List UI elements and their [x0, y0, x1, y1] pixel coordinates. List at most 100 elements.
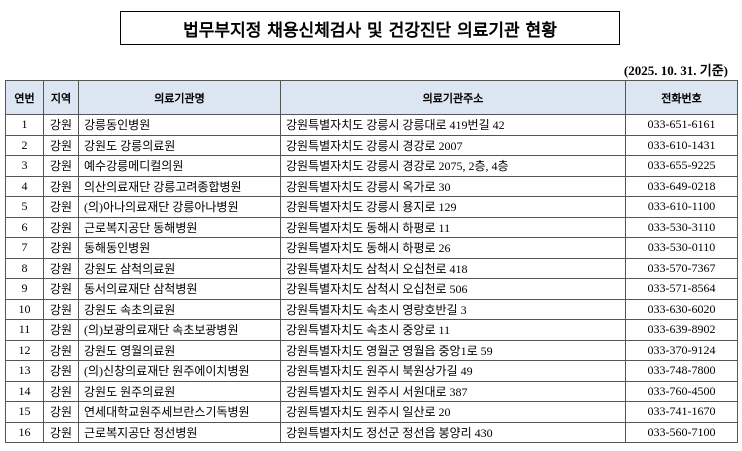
- table-row: 10 강원 강원도 속초의료원 강원특별자치도 속초시 영랑호반길 3 033-630-…: [5, 298, 738, 320]
- table-cell: 3: [5, 155, 44, 177]
- table-row: 3 강원 예수강릉메디컬의원 강원특별자치도 강릉시 경강로 2075, 2층, 4층…: [5, 155, 738, 177]
- table-cell: 8: [5, 257, 44, 279]
- table-cell: 강원특별자치도 강릉시 강릉대로 419번길 42: [280, 114, 626, 136]
- table-cell: 강원특별자치도 속초시 중앙로 11: [280, 319, 626, 341]
- table-cell: 033-639-8902: [625, 319, 738, 341]
- table-row: 9 강원 동서의료재단 삼척병원 강원특별자치도 삼척시 오십천로 506 033-57…: [5, 278, 738, 300]
- table-row: 8 강원 강원도 삼척의료원 강원특별자치도 삼척시 오십천로 418 033-570-…: [5, 257, 738, 279]
- table-cell: 동서의료재단 삼척병원: [78, 278, 281, 300]
- table-row: 16 강원 근로복지공단 정선병원 강원특별자치도 정선군 정선읍 봉양리 430 03…: [5, 421, 738, 443]
- column-header: 전화번호: [625, 80, 738, 115]
- table-cell: 강원: [43, 319, 79, 341]
- table-cell: 강원: [43, 155, 79, 177]
- table-cell: 033-370-9124: [625, 339, 738, 361]
- table-cell: 9: [5, 278, 44, 300]
- table-cell: 강원: [43, 401, 79, 423]
- table-cell: 13: [5, 360, 44, 382]
- column-header: 연번: [5, 80, 44, 115]
- table-cell: 강원: [43, 257, 79, 279]
- table-row: 6 강원 근로복지공단 동해병원 강원특별자치도 동해시 하평로 11 033-530-…: [5, 216, 738, 238]
- table-cell: 033-760-4500: [625, 380, 738, 402]
- table-cell: 12: [5, 339, 44, 361]
- table-cell: 033-651-6161: [625, 114, 738, 136]
- table-cell: 033-571-8564: [625, 278, 738, 300]
- table-row: 2 강원 강원도 강릉의료원 강원특별자치도 강릉시 경강로 2007 033-610-…: [5, 134, 738, 156]
- table-cell: 10: [5, 298, 44, 320]
- table-cell: 033-570-7367: [625, 257, 738, 279]
- table-row: 4 강원 의산의료재단 강릉고려종합병원 강원특별자치도 강릉시 옥가로 30 033-…: [5, 175, 738, 197]
- table-cell: 강원: [43, 237, 79, 259]
- table-cell: 강원: [43, 360, 79, 382]
- table-cell: 033-630-6020: [625, 298, 738, 320]
- table-cell: 동해동인병원: [78, 237, 281, 259]
- table-cell: 예수강릉메디컬의원: [78, 155, 281, 177]
- table-cell: 5: [5, 196, 44, 218]
- table-cell: 강원특별자치도 동해시 하평로 26: [280, 237, 626, 259]
- title: 법무부지정 채용신체검사 및 건강진단 의료기관 현황: [120, 11, 620, 45]
- table-cell: 강릉동인병원: [78, 114, 281, 136]
- table-cell: 강원도 삼척의료원: [78, 257, 281, 279]
- table-cell: 033-610-1431: [625, 134, 738, 156]
- table-cell: 033-748-7800: [625, 360, 738, 382]
- table-cell: 강원특별자치도 동해시 하평로 11: [280, 216, 626, 238]
- table-cell: 11: [5, 319, 44, 341]
- table-row: 7 강원 동해동인병원 강원특별자치도 동해시 하평로 26 033-530-0110: [5, 237, 738, 259]
- table-cell: 033-741-1670: [625, 401, 738, 423]
- table-cell: 033-649-0218: [625, 175, 738, 197]
- table-cell: 4: [5, 175, 44, 197]
- header-row: 연번 지역 의료기관명 의료기관주소 전화번호: [5, 80, 738, 115]
- table-cell: 033-530-3110: [625, 216, 738, 238]
- table-cell: 의산의료재단 강릉고려종합병원: [78, 175, 281, 197]
- table-cell: 강원도 원주의료원: [78, 380, 281, 402]
- table-row: 13 강원 (의)신창의료재단 원주에이치병원 강원특별자치도 원주시 북원상가길 4…: [5, 360, 738, 382]
- table-body: 1 강원 강릉동인병원 강원특별자치도 강릉시 강릉대로 419번길 42 033-65…: [5, 114, 738, 443]
- table-cell: 강원: [43, 339, 79, 361]
- table-cell: 강원특별자치도 정선군 정선읍 봉양리 430: [280, 421, 626, 443]
- table-cell: (의)보광의료재단 속초보광병원: [78, 319, 281, 341]
- basis-date: (2025. 10. 31. 기준): [623, 63, 728, 78]
- table-cell: 2: [5, 134, 44, 156]
- table-cell: 강원특별자치도 강릉시 용지로 129: [280, 196, 626, 218]
- table-cell: 033-560-7100: [625, 421, 738, 443]
- column-header: 지역: [43, 80, 79, 115]
- table-cell: 강원: [43, 278, 79, 300]
- table-cell: 강원도 강릉의료원: [78, 134, 281, 156]
- table-cell: 033-655-9225: [625, 155, 738, 177]
- table-row: 11 강원 (의)보광의료재단 속초보광병원 강원특별자치도 속초시 중앙로 11 03…: [5, 319, 738, 341]
- table-cell: 15: [5, 401, 44, 423]
- table-cell: 강원특별자치도 원주시 서원대로 387: [280, 380, 626, 402]
- table-row: 15 강원 연세대학교원주세브란스기독병원 강원특별자치도 원주시 일산로 20 033…: [5, 401, 738, 423]
- table-cell: 강원특별자치도 강릉시 옥가로 30: [280, 175, 626, 197]
- table-cell: 강원: [43, 196, 79, 218]
- table-cell: 강원특별자치도 원주시 북원상가길 49: [280, 360, 626, 382]
- table-row: 14 강원 강원도 원주의료원 강원특별자치도 원주시 서원대로 387 033-760…: [5, 380, 738, 402]
- table-row: 12 강원 강원도 영월의료원 강원특별자치도 영월군 영월읍 중앙1로 59 033-…: [5, 339, 738, 361]
- table-cell: (의)아나의료재단 강릉아나병원: [78, 196, 281, 218]
- table-cell: 강원도 속초의료원: [78, 298, 281, 320]
- table-row: 5 강원 (의)아나의료재단 강릉아나병원 강원특별자치도 강릉시 용지로 129 03…: [5, 196, 738, 218]
- table-cell: 16: [5, 421, 44, 443]
- table-cell: 강원: [43, 114, 79, 136]
- table-cell: 강원특별자치도 삼척시 오십천로 506: [280, 278, 626, 300]
- table-cell: 강원특별자치도 원주시 일산로 20: [280, 401, 626, 423]
- table: 연번 지역 의료기관명 의료기관주소 전화번호 1 강원 강릉동인병원 강원특별자치도 강릉시…: [5, 80, 738, 443]
- table-cell: 강원특별자치도 삼척시 오십천로 418: [280, 257, 626, 279]
- table-cell: 강원: [43, 134, 79, 156]
- table-cell: 강원특별자치도 속초시 영랑호반길 3: [280, 298, 626, 320]
- table-cell: 강원: [43, 380, 79, 402]
- column-header: 의료기관명: [78, 80, 281, 115]
- table-cell: 강원특별자치도 강릉시 경강로 2007: [280, 134, 626, 156]
- table-cell: 근로복지공단 동해병원: [78, 216, 281, 238]
- table-cell: (의)신창의료재단 원주에이치병원: [78, 360, 281, 382]
- table-cell: 강원도 영월의료원: [78, 339, 281, 361]
- column-header: 의료기관주소: [280, 80, 626, 115]
- table-cell: 근로복지공단 정선병원: [78, 421, 281, 443]
- table-cell: 강원: [43, 298, 79, 320]
- table-cell: 6: [5, 216, 44, 238]
- table-cell: 1: [5, 114, 44, 136]
- table-cell: 강원: [43, 175, 79, 197]
- table-cell: 강원: [43, 216, 79, 238]
- table-cell: 033-530-0110: [625, 237, 738, 259]
- table-cell: 033-610-1100: [625, 196, 738, 218]
